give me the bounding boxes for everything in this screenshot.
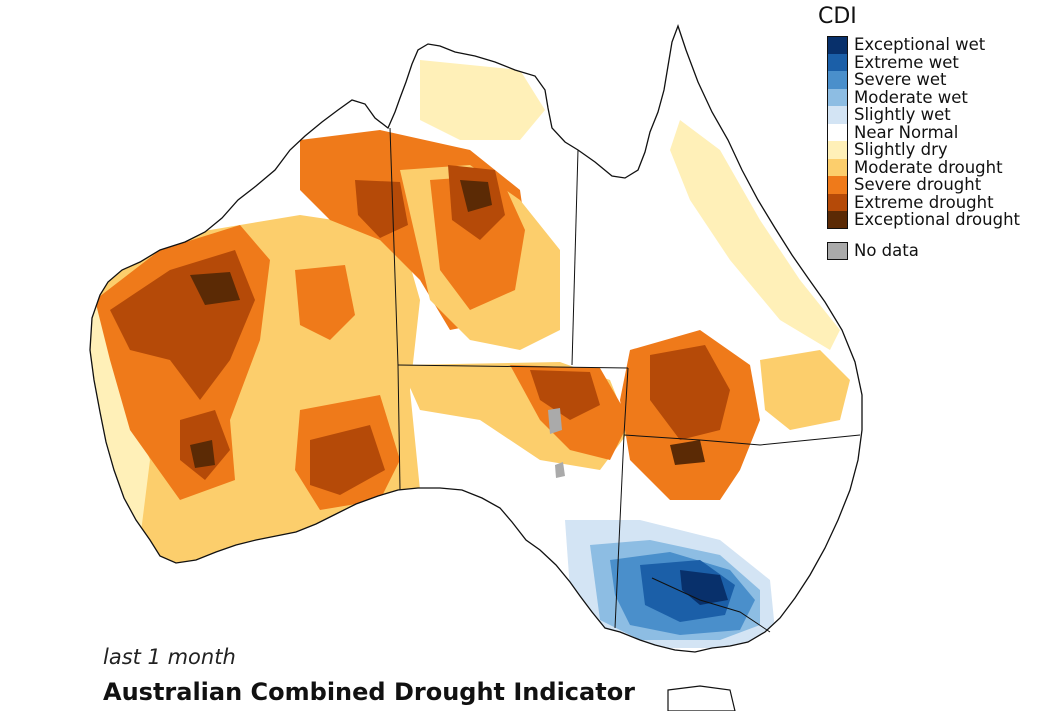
legend-label: Exceptional drought xyxy=(854,210,1020,230)
legend-item: Exceptional wet xyxy=(818,36,1043,54)
legend-item: Extreme drought xyxy=(818,192,1043,212)
border-sa-qld-nsw xyxy=(623,367,629,436)
legend-label: Moderate drought xyxy=(854,157,1003,177)
legend-swatch xyxy=(827,141,848,159)
legend-label: Extreme drought xyxy=(854,192,994,212)
legend-swatch xyxy=(827,158,848,176)
legend-label: Near Normal xyxy=(854,122,959,142)
legend-item: Slightly wet xyxy=(818,106,1043,124)
legend-item: Near Normal xyxy=(818,122,1043,142)
state-borders xyxy=(389,127,861,633)
no-data-patch xyxy=(555,462,565,478)
severe-drought-central-west xyxy=(295,265,355,340)
legend-list: Exceptional wet Extreme wet Severe wet Mode… xyxy=(818,36,1043,229)
legend-label-no-data: No data xyxy=(854,241,919,260)
legend-item: Extreme wet xyxy=(818,52,1043,72)
border-sa-nsw-vic xyxy=(614,434,625,629)
coastline xyxy=(89,24,863,653)
map-subtitle: last 1 month xyxy=(103,645,236,669)
legend-item: Severe wet xyxy=(818,71,1043,89)
legend-title: CDI xyxy=(818,4,857,29)
legend-label: Slightly wet xyxy=(854,105,951,125)
legend-no-data: No data xyxy=(818,241,1043,260)
border-nt-sa xyxy=(397,364,629,369)
border-qld-nsw xyxy=(623,434,861,446)
legend-swatch xyxy=(827,71,848,89)
legend-swatch xyxy=(827,36,848,54)
legend-swatch xyxy=(827,176,848,194)
exceptional-drought-west xyxy=(190,272,240,305)
slightly-dry-east-coast xyxy=(670,120,840,350)
legend-swatch xyxy=(827,193,848,211)
legend-item: Slightly dry xyxy=(818,141,1043,159)
legend-swatch xyxy=(827,88,848,106)
exceptional-drought-qld xyxy=(670,440,705,465)
legend-label: Extreme wet xyxy=(854,52,959,72)
extreme-drought-sa xyxy=(530,370,600,420)
legend-swatch xyxy=(827,211,848,229)
legend-swatch xyxy=(827,53,848,71)
border-nt-qld xyxy=(571,149,579,366)
legend-item: Exceptional drought xyxy=(818,211,1043,229)
slightly-dry-north xyxy=(420,60,545,140)
legend-swatch xyxy=(827,123,848,141)
legend-label: Severe drought xyxy=(854,175,982,195)
moderate-drought-east xyxy=(760,350,850,430)
legend-swatch xyxy=(827,106,848,124)
legend: CDI Exceptional wet Extreme wet Severe wet… xyxy=(818,4,1043,260)
extreme-drought-kimberley xyxy=(355,180,408,238)
tasmania xyxy=(667,685,736,711)
legend-item: Moderate wet xyxy=(818,87,1043,107)
border-wa-nt xyxy=(389,127,399,366)
legend-label: Slightly dry xyxy=(854,140,948,160)
legend-label: Moderate wet xyxy=(854,87,968,107)
border-wa-sa xyxy=(397,364,401,491)
exceptional-drought-north xyxy=(460,180,492,212)
exceptional-drought-southwest xyxy=(190,440,215,468)
no-data-patch xyxy=(548,408,562,434)
legend-item: Severe drought xyxy=(818,176,1043,194)
extreme-drought-qld xyxy=(650,345,730,440)
legend-label: Exceptional wet xyxy=(854,35,986,55)
legend-swatch-no-data xyxy=(827,241,848,260)
legend-label: Severe wet xyxy=(854,70,947,90)
map-title: Australian Combined Drought Indicator xyxy=(103,678,636,706)
cdi-raster xyxy=(90,26,862,652)
legend-item: Moderate drought xyxy=(818,157,1043,177)
extreme-drought-south-wa xyxy=(310,425,385,495)
border-nsw-vic xyxy=(651,577,771,633)
